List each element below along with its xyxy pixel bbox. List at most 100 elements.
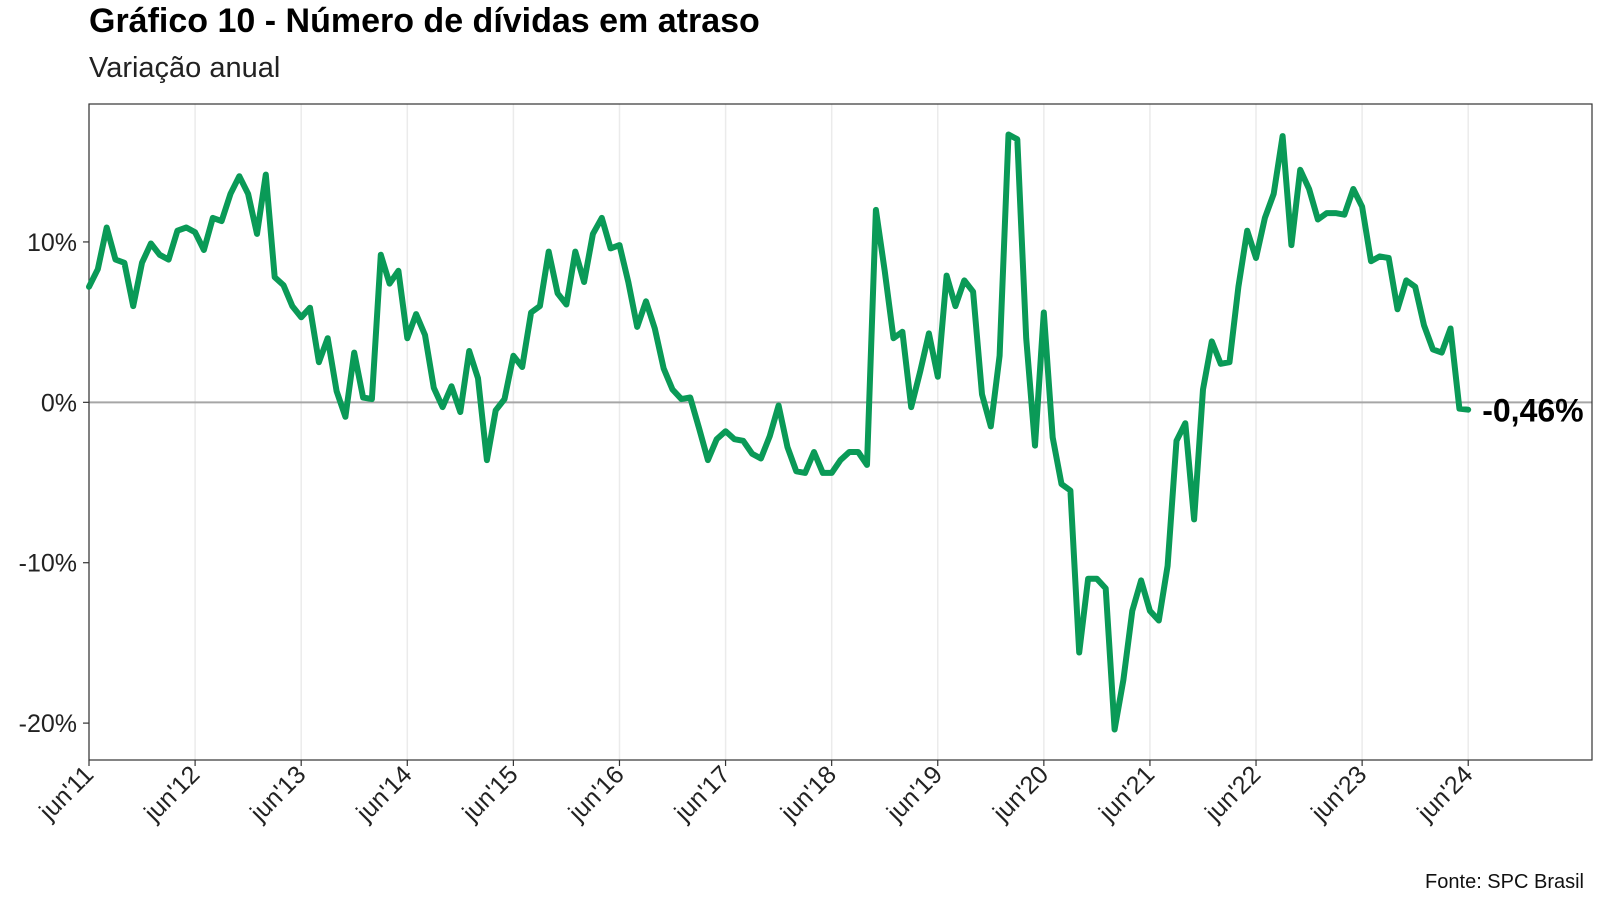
data-point — [254, 231, 259, 236]
data-point — [590, 231, 595, 236]
x-tick-label: jun'22 — [1199, 760, 1266, 827]
data-point — [1033, 443, 1038, 448]
data-point — [201, 247, 206, 252]
data-point — [909, 405, 914, 410]
data-point — [1147, 608, 1152, 613]
data-point — [1121, 677, 1126, 682]
data-point — [1006, 132, 1011, 137]
data-point — [891, 336, 896, 341]
data-point — [732, 437, 737, 442]
data-point — [405, 336, 410, 341]
data-point — [705, 458, 710, 463]
data-point — [272, 275, 277, 280]
data-point — [847, 450, 852, 455]
data-point — [564, 302, 569, 307]
x-tick-label: jun'19 — [881, 760, 948, 827]
data-point — [1077, 650, 1082, 655]
data-point — [290, 304, 295, 309]
data-point — [1041, 310, 1046, 315]
data-point — [1174, 438, 1179, 443]
data-point — [918, 369, 923, 374]
data-point — [811, 450, 816, 455]
data-point — [635, 324, 640, 329]
data-point — [1050, 435, 1055, 440]
data-point — [1192, 517, 1197, 522]
data-point — [750, 451, 755, 456]
data-point — [493, 408, 498, 413]
data-point — [122, 260, 127, 265]
data-point — [546, 249, 551, 254]
chart-title: Gráfico 10 - Número de dívidas em atraso — [89, 2, 760, 40]
data-point — [157, 252, 162, 257]
plot-border — [88, 103, 1593, 761]
data-point — [387, 281, 392, 286]
data-point — [1059, 482, 1064, 487]
data-point — [422, 332, 427, 337]
series-line — [86, 131, 1472, 733]
data-point — [95, 267, 100, 272]
data-point — [237, 174, 242, 179]
data-point — [626, 280, 631, 285]
data-point — [520, 365, 525, 370]
data-point — [1466, 407, 1471, 412]
data-point — [1254, 255, 1259, 260]
data-point — [714, 437, 719, 442]
x-tick-label: jun'13 — [244, 760, 311, 827]
data-point — [820, 470, 825, 475]
data-point — [334, 389, 339, 394]
x-tick-label: jun'17 — [669, 760, 736, 827]
data-point — [308, 305, 313, 310]
data-point — [785, 445, 790, 450]
data-point — [953, 304, 958, 309]
data-point — [1386, 255, 1391, 260]
data-point — [1280, 134, 1285, 139]
data-point — [1227, 360, 1232, 365]
x-tick-label: jun'23 — [1305, 760, 1372, 827]
data-point — [1209, 339, 1214, 344]
data-point — [193, 230, 198, 235]
data-point — [166, 257, 171, 262]
data-point — [1315, 217, 1320, 222]
data-point — [325, 336, 330, 341]
data-point — [643, 299, 648, 304]
data-point — [1430, 347, 1435, 352]
data-point — [140, 260, 145, 265]
data-point — [1298, 167, 1303, 172]
data-point — [865, 462, 870, 467]
data-point — [352, 350, 357, 355]
data-point — [856, 450, 861, 455]
x-tick-label: jun'16 — [563, 760, 630, 827]
data-point — [378, 252, 383, 257]
chart-subtitle: Variação anual — [89, 52, 281, 84]
data-point — [599, 215, 604, 220]
data-point — [679, 397, 684, 402]
data-point — [1218, 361, 1223, 366]
data-point — [776, 403, 781, 408]
data-point — [900, 329, 905, 334]
data-point — [741, 438, 746, 443]
data-point — [175, 228, 180, 233]
data-point — [1086, 576, 1091, 581]
data-point — [1377, 254, 1382, 259]
data-point — [1342, 212, 1347, 217]
data-point — [1139, 578, 1144, 583]
data-point — [1262, 215, 1267, 220]
data-point — [263, 172, 268, 177]
data-point — [573, 249, 578, 254]
data-point — [1015, 137, 1020, 142]
data-point — [476, 376, 481, 381]
data-point — [926, 331, 931, 336]
data-point — [988, 424, 993, 429]
data-point — [369, 397, 374, 402]
data-point — [670, 387, 675, 392]
data-point — [555, 291, 560, 296]
data-point — [1112, 727, 1117, 732]
x-tick-label: jun'18 — [775, 760, 842, 827]
data-point — [343, 414, 348, 419]
data-point — [219, 219, 224, 224]
x-tick-label: jun'11 — [33, 760, 99, 826]
data-point — [688, 395, 693, 400]
data-point — [979, 392, 984, 397]
data-point — [1413, 284, 1418, 289]
x-tick-label: jun'15 — [456, 760, 523, 827]
